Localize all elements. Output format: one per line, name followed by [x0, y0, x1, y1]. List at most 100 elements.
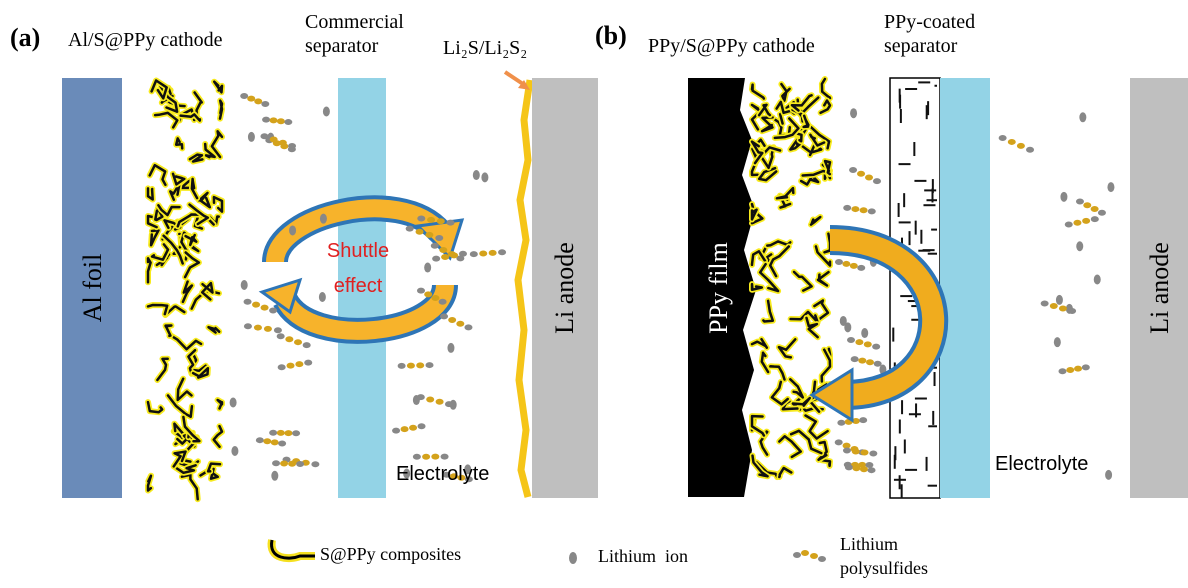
polysulfide-atom [1076, 198, 1084, 204]
polysulfide-atom [1059, 305, 1067, 311]
composite [171, 335, 202, 349]
polysulfide-atom [801, 550, 809, 556]
polysulfide-atom [843, 448, 851, 454]
anode-label: Li anode [550, 242, 579, 334]
polysulfide-atom [431, 243, 439, 249]
polysulfide-atom [279, 140, 287, 146]
cathode-label: PPy/S@PPy cathode [648, 35, 815, 57]
lithium-ion [323, 107, 330, 117]
polysulfide-atom [1066, 367, 1074, 373]
lithium-ion [1105, 470, 1112, 480]
polysulfide-atom [284, 119, 292, 125]
polysulfide-atom [999, 135, 1007, 141]
polysulfide-atom [260, 133, 268, 139]
polysulfide-atom [489, 250, 497, 256]
polysulfide-atom [272, 460, 280, 466]
polysulfide-atom [868, 208, 876, 214]
polysulfide-atom [252, 302, 260, 308]
lithium-ion [1079, 112, 1086, 122]
polysulfide-atom [295, 361, 303, 367]
polysulfide-atom [247, 96, 255, 102]
separator-label: separator [884, 35, 958, 57]
polysulfide-atom [254, 98, 262, 104]
panel-tag: (b) [595, 21, 627, 50]
polysulfide-atom [277, 430, 285, 436]
polysulfide-atom [264, 326, 272, 332]
polysulfide-atom [865, 174, 873, 180]
separator-label: Commercial [305, 11, 404, 33]
polysulfide-atom [439, 299, 447, 305]
polysulfide-atom [261, 305, 269, 311]
polysulfide-atom [436, 399, 444, 405]
polysulfide-atom [304, 360, 312, 366]
lithium-ion [319, 292, 326, 302]
polysulfide-atom [417, 394, 425, 400]
polysulfide-atom [447, 220, 455, 226]
polysulfide-atom [270, 117, 278, 123]
polysulfide-atom [864, 341, 872, 347]
polysulfide-atom [398, 363, 406, 369]
polysulfide-atom [464, 324, 472, 330]
polysulfide-atom [835, 259, 843, 265]
polysulfide-atom [818, 556, 826, 562]
polysulfide-atom [869, 450, 877, 456]
collector-label: Al foil [78, 254, 107, 323]
polysulfide-atom [261, 101, 269, 107]
lithium-ion [231, 446, 238, 456]
polysulfide-atom [413, 454, 421, 460]
polysulfide-atom [418, 423, 426, 429]
polysulfide-atom [424, 291, 432, 297]
polysulfide-atom [470, 251, 478, 257]
polysulfide-atom [1091, 216, 1099, 222]
polysulfide-atom [244, 299, 252, 305]
polysulfide-atom [1074, 366, 1082, 372]
polysulfide-atom [401, 426, 409, 432]
polysulfide-atom [851, 356, 859, 362]
polysulfide-atom [271, 439, 279, 445]
polysulfide-atom [416, 362, 424, 368]
lithium-ion [1060, 192, 1067, 202]
polysulfide-atom [435, 235, 443, 241]
separator-label: separator [305, 35, 379, 57]
polysulfide-atom [280, 461, 288, 467]
polysulfide-atom [284, 430, 292, 436]
shuttle-label: Shuttle [327, 240, 389, 262]
cathode-label: Al/S@PPy cathode [68, 29, 223, 51]
polysulfide-atom [277, 118, 285, 124]
shuttle-label: effect [334, 275, 383, 297]
polysulfide-atom [855, 339, 863, 345]
polysulfide-atom [860, 207, 868, 213]
polysulfide-atom [842, 261, 850, 267]
lithium-ion [861, 328, 868, 338]
polysulfide-atom [857, 171, 865, 177]
polysulfide-atom [244, 323, 252, 329]
polysulfide-atom [422, 454, 430, 460]
polysulfide-atom [288, 143, 296, 149]
polysulfide-atom [860, 466, 868, 472]
polysulfide-atom [303, 342, 311, 348]
polysulfide-atom [835, 439, 843, 445]
polysulfide-atom [285, 336, 293, 342]
polysulfide-atom [416, 229, 424, 235]
polysulfide-atom [851, 206, 859, 212]
polysulfide-atom [1041, 301, 1049, 307]
polysulfide-atom [852, 448, 860, 454]
polysulfide-atom [432, 256, 440, 262]
lithium-ion [320, 214, 327, 224]
legend-label: Lithium [840, 534, 898, 554]
lithium-ion [850, 108, 857, 118]
polysulfide-atom [859, 417, 867, 423]
polysulfide-atom [1091, 206, 1099, 212]
lithium-ion [1054, 337, 1061, 347]
polysulfide-atom [456, 321, 464, 327]
deposit-label: Li₂S/Li₂S₂ [443, 37, 527, 59]
polysulfide-atom [1073, 220, 1081, 226]
polysulfide-atom [852, 465, 860, 471]
polysulfide-atom [426, 396, 434, 402]
lithium-ion [447, 343, 454, 353]
polysulfide-atom [426, 362, 434, 368]
polysulfide-atom [866, 359, 874, 365]
composite [779, 436, 801, 457]
polysulfide-atom [417, 215, 425, 221]
polysulfide-atom [441, 254, 449, 260]
